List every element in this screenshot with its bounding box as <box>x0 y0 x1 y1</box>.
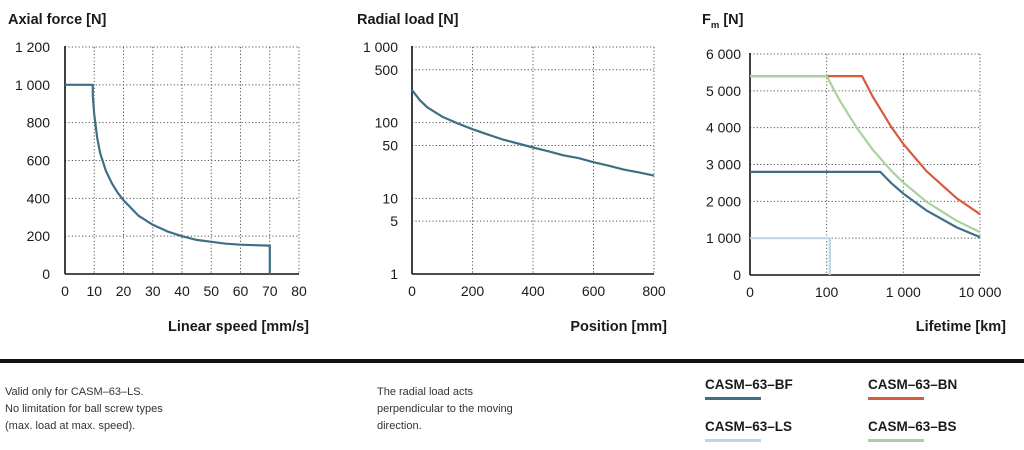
series-line-lifetime-3 <box>750 74 981 234</box>
y-tick-label-radial-1: 5 <box>390 213 398 229</box>
y-tick-label-axial-6: 1 200 <box>15 39 50 55</box>
y-tick-label-lifetime-3: 3 000 <box>706 157 741 173</box>
x-axis-label-lifetime: Lifetime [km] <box>916 319 1006 335</box>
legend-item-bn: CASM–63–BN <box>868 377 1008 400</box>
legend-item-ls: CASM–63–LS <box>705 419 845 442</box>
chart-title-unit: [N] <box>719 12 743 28</box>
legend-label-ls: CASM–63–LS <box>705 419 793 434</box>
legend-label-bf: CASM–63–BF <box>705 377 793 392</box>
y-tick-label-radial-6: 1 000 <box>363 39 398 55</box>
x-tick-label-lifetime-2: 1 000 <box>886 284 921 300</box>
x-tick-label-lifetime-3: 10 000 <box>959 284 1002 300</box>
chart-radial: 1 5 10 50 100 500 1 000 0 200 400 600 800 Radial loa… <box>357 12 667 335</box>
legend-swatch-bn <box>868 397 924 400</box>
legend-label-bn: CASM–63–BN <box>868 377 958 392</box>
x-tick-label-radial-3: 600 <box>582 283 606 299</box>
series-line-lifetime-0 <box>750 170 981 239</box>
series-line-axial-0 <box>65 83 271 274</box>
y-tick-label-lifetime-5: 5 000 <box>706 83 741 99</box>
y-tick-label-lifetime-0: 0 <box>733 267 741 283</box>
legend-item-bs: CASM–63–BS <box>868 419 1008 442</box>
y-tick-label-axial-0: 0 <box>42 266 50 282</box>
legend-swatch-bs <box>868 439 924 442</box>
y-tick-label-axial-5: 1 000 <box>15 77 50 93</box>
section-divider <box>0 359 1024 363</box>
note-axial-line-1: Valid only for CASM–63–LS. <box>5 386 144 398</box>
y-tick-label-lifetime-6: 6 000 <box>706 46 741 62</box>
y-tick-label-axial-1: 200 <box>27 228 51 244</box>
note-axial-line-2: No limitation for ball screw types <box>5 403 163 415</box>
x-tick-label-axial-3: 30 <box>145 283 161 299</box>
legend-item-bf: CASM–63–BF <box>705 377 845 400</box>
x-tick-label-lifetime-0: 0 <box>746 284 754 300</box>
x-axis-label-radial: Position [mm] <box>570 319 667 335</box>
y-tick-label-axial-3: 600 <box>27 153 51 169</box>
x-tick-label-axial-0: 0 <box>61 283 69 299</box>
x-axis-label-axial: Linear speed [mm/s] <box>168 319 309 335</box>
chart-title-main: F <box>702 12 711 28</box>
y-tick-label-radial-2: 10 <box>382 190 398 206</box>
x-tick-label-radial-4: 800 <box>642 283 666 299</box>
series-line-lifetime-2 <box>750 237 831 275</box>
note-radial: The radial load acts perpendicular to th… <box>377 384 607 435</box>
chart-lifetime: 0 1 000 2 000 3 000 4 000 5 000 6 000 0 100 1 000… <box>702 12 1006 335</box>
y-tick-label-axial-2: 400 <box>27 190 51 206</box>
legend-swatch-ls <box>705 439 761 442</box>
chart-title-radial: Radial load [N] <box>357 12 459 28</box>
chart-title-axial: Axial force [N] <box>8 12 106 28</box>
note-radial-line-2: perpendicular to the moving <box>377 403 513 415</box>
x-tick-label-axial-6: 60 <box>233 283 249 299</box>
y-tick-label-lifetime-1: 1 000 <box>706 230 741 246</box>
x-tick-label-radial-0: 0 <box>408 283 416 299</box>
x-tick-label-axial-5: 50 <box>203 283 219 299</box>
note-radial-line-1: The radial load acts <box>377 386 473 398</box>
y-tick-label-radial-5: 500 <box>375 62 399 78</box>
chart-title-sub: m <box>711 20 719 31</box>
chart-axial: 0 200 400 600 800 1 000 1 200 0 10 20 30 40 50 60 70 80… <box>8 12 309 335</box>
x-tick-label-axial-4: 40 <box>174 283 190 299</box>
legend-swatch-bf <box>705 397 761 400</box>
x-tick-label-axial-7: 70 <box>262 283 278 299</box>
note-radial-line-3: direction. <box>377 420 422 432</box>
x-tick-label-radial-1: 200 <box>461 283 485 299</box>
chart-title-lifetime: Fm [N] <box>702 12 744 31</box>
y-tick-label-lifetime-2: 2 000 <box>706 193 741 209</box>
x-tick-label-lifetime-1: 100 <box>815 284 839 300</box>
x-tick-label-axial-8: 80 <box>291 283 307 299</box>
x-tick-label-axial-1: 10 <box>86 283 102 299</box>
note-axial: Valid only for CASM–63–LS. No limitation… <box>5 384 235 435</box>
series-line-lifetime-1 <box>750 74 981 216</box>
x-tick-label-radial-2: 400 <box>521 283 545 299</box>
series-line-radial-0 <box>411 89 655 177</box>
legend-label-bs: CASM–63–BS <box>868 419 957 434</box>
y-tick-label-lifetime-4: 4 000 <box>706 120 741 136</box>
y-tick-label-radial-3: 50 <box>382 137 398 153</box>
y-tick-label-radial-4: 100 <box>375 115 399 131</box>
y-tick-label-radial-0: 1 <box>390 266 398 282</box>
y-tick-label-axial-4: 800 <box>27 115 51 131</box>
x-tick-label-axial-2: 20 <box>116 283 132 299</box>
note-axial-line-3: (max. load at max. speed). <box>5 420 136 432</box>
